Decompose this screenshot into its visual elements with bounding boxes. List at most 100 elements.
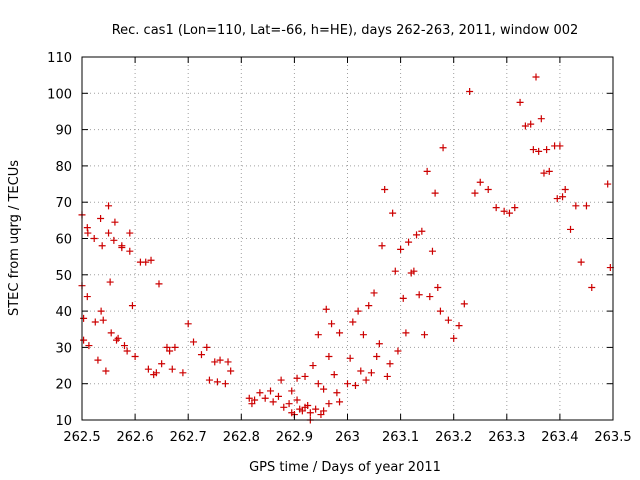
data-point (375, 340, 383, 348)
data-point (190, 338, 198, 346)
data-point (203, 343, 211, 351)
data-point (123, 347, 131, 355)
data-point (325, 352, 333, 360)
x-tick-label: 263.2 (435, 430, 472, 445)
data-point (466, 87, 474, 95)
data-point (529, 146, 537, 154)
data-point (325, 400, 333, 408)
data-point (110, 236, 118, 244)
data-point (381, 185, 389, 193)
data-point (394, 347, 402, 355)
data-point (205, 376, 213, 384)
data-point (426, 293, 434, 301)
data-point (349, 318, 357, 326)
data-point (298, 407, 306, 415)
data-point (410, 267, 418, 275)
data-point (505, 209, 513, 217)
data-point (333, 389, 341, 397)
x-tick-label: 263 (335, 430, 360, 445)
data-point (293, 396, 301, 404)
data-point (126, 247, 134, 255)
data-point (99, 316, 107, 324)
data-point (83, 293, 91, 301)
data-point (114, 334, 122, 342)
data-point (98, 242, 106, 250)
data-point (107, 329, 115, 337)
y-tick-label: 90 (55, 124, 72, 139)
data-point (80, 314, 88, 322)
data-point (471, 189, 479, 197)
x-tick-label: 263.1 (382, 430, 419, 445)
data-point (269, 398, 277, 406)
y-axis-label: STEC from uqrg / TECUs (7, 160, 22, 316)
data-point (418, 227, 426, 235)
data-point (274, 392, 282, 400)
data-point (301, 372, 309, 380)
data-point (317, 411, 325, 419)
data-point (301, 403, 309, 411)
data-point (277, 376, 285, 384)
data-point (256, 389, 264, 397)
data-point (184, 320, 192, 328)
data-point (532, 73, 540, 81)
data-point (561, 185, 569, 193)
data-point (559, 193, 567, 201)
data-point (500, 207, 508, 215)
data-point (120, 342, 128, 350)
data-point (288, 387, 296, 395)
data-point (582, 202, 590, 210)
data-point (370, 289, 378, 297)
data-point (80, 336, 88, 344)
data-point (346, 354, 354, 362)
y-tick-label: 40 (55, 305, 72, 320)
data-point (261, 394, 269, 402)
data-point (431, 189, 439, 197)
data-point (604, 180, 612, 188)
data-point (90, 235, 98, 242)
data-point (168, 365, 176, 373)
data-point (128, 302, 136, 310)
data-point (213, 378, 221, 386)
data-point (439, 144, 447, 152)
data-point (540, 169, 548, 177)
data-point (97, 307, 105, 315)
y-tick-label: 80 (55, 160, 72, 175)
x-tick-label: 263.3 (488, 430, 525, 445)
data-point (118, 244, 126, 252)
data-point (383, 372, 391, 380)
x-tick-label: 263.4 (541, 430, 578, 445)
data-point (248, 400, 256, 408)
data-point (267, 387, 275, 395)
data-point (359, 331, 367, 339)
data-point (476, 178, 484, 186)
y-tick-label: 30 (55, 341, 72, 356)
data-point (336, 398, 344, 406)
data-point (399, 294, 407, 302)
data-point (527, 120, 535, 128)
data-point (328, 320, 336, 328)
data-point (251, 396, 259, 404)
y-tick-labels: 10 20 30 40 50 60 70 80 90 100 110 (47, 51, 72, 429)
data-point (423, 167, 431, 175)
data-point (365, 302, 373, 310)
data-point (567, 225, 575, 233)
data-point (545, 167, 553, 175)
data-point (106, 278, 114, 286)
data-point (402, 329, 410, 337)
data-point (320, 407, 328, 415)
data-point (293, 374, 301, 382)
data-point (155, 280, 163, 288)
data-point (179, 369, 187, 377)
data-point (484, 185, 492, 193)
data-point (378, 242, 386, 250)
data-point (142, 258, 150, 266)
data-point (537, 115, 545, 123)
x-tick-label: 262.7 (170, 430, 207, 445)
data-point (434, 284, 442, 292)
x-tick-label: 262.5 (63, 430, 100, 445)
data-point (492, 204, 500, 212)
data-point (521, 122, 529, 130)
data-point (113, 336, 121, 344)
data-point (224, 358, 232, 366)
